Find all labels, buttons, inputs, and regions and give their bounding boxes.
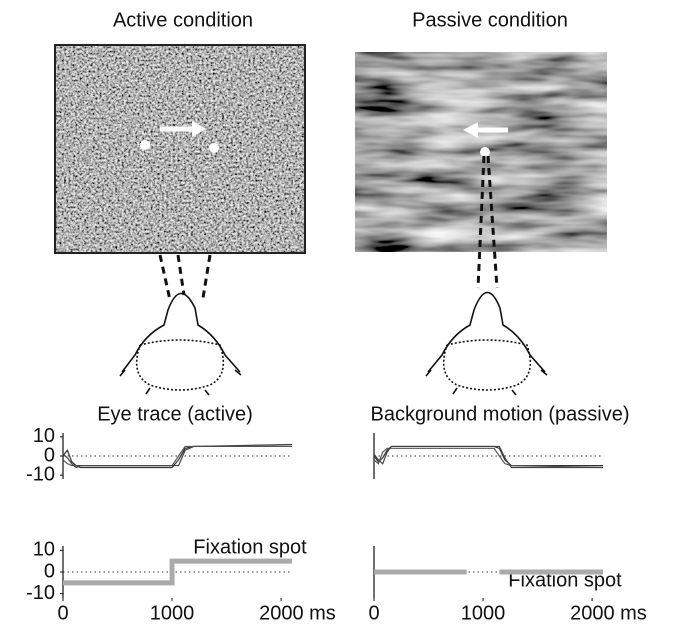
panel-title: Active condition [113, 9, 253, 31]
active-monkey [119, 254, 242, 396]
passive-monkey [425, 155, 548, 396]
chart-title: Eye trace (active) [97, 403, 253, 425]
x-tick-label: 2000 ms [570, 602, 647, 624]
y-tick-label: 0 [44, 560, 55, 582]
trace [63, 558, 292, 586]
chart-title: Fixation spot [193, 536, 307, 558]
x-tick-label: 1000 [461, 602, 506, 624]
trace [62, 445, 292, 469]
panel-title: Passive condition [412, 9, 568, 31]
trace [62, 443, 293, 469]
trace [373, 445, 603, 469]
x-tick-label: 1000 [150, 602, 195, 624]
y-tick-label: 0 [44, 444, 55, 466]
chart-title: Fixation spot [508, 569, 622, 591]
y-tick-label: -10 [26, 582, 55, 604]
active-stimulus [54, 44, 306, 254]
x-tick-label: 0 [368, 602, 379, 624]
y-tick-label: 10 [33, 425, 55, 447]
y-tick-label: -10 [26, 463, 55, 485]
chart-title: Background motion (passive) [370, 403, 629, 425]
trace [373, 447, 604, 469]
y-tick-label: 10 [33, 539, 55, 561]
x-tick-label: 2000 ms [259, 602, 336, 624]
x-tick-label: 0 [57, 602, 68, 624]
